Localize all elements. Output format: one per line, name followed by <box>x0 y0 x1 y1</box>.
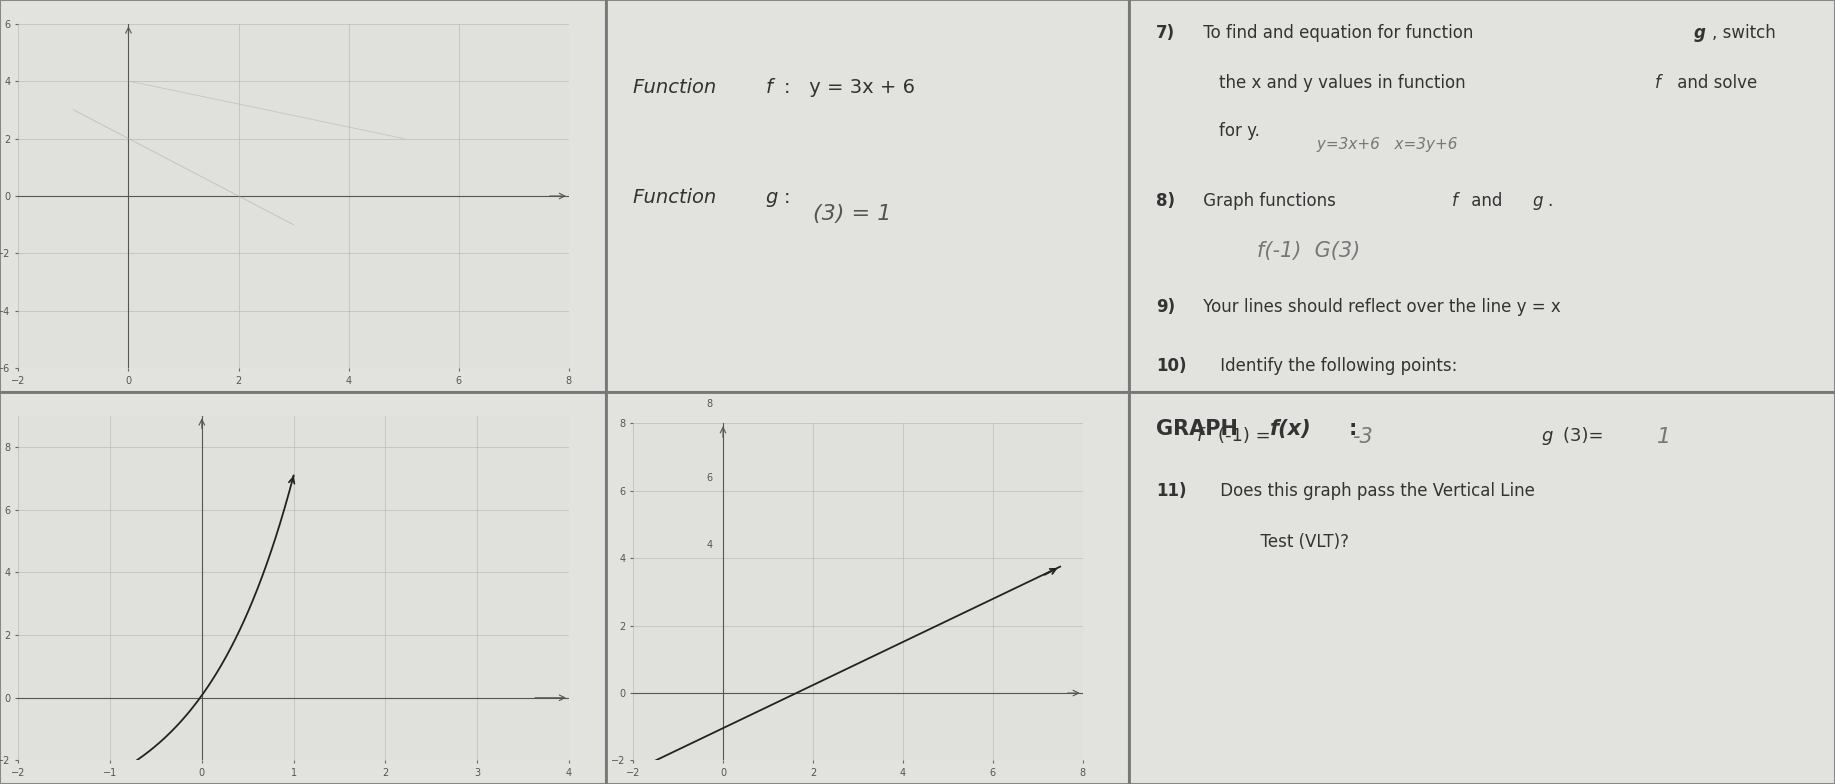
Text: , switch: , switch <box>1712 24 1776 42</box>
Text: :   y = 3x + 6: : y = 3x + 6 <box>784 78 914 97</box>
Text: f: f <box>765 78 773 97</box>
Text: (3)=: (3)= <box>1563 427 1609 445</box>
Bar <box>606 392 1129 784</box>
Text: 1: 1 <box>1657 427 1672 448</box>
Text: :: : <box>1349 419 1358 440</box>
Text: Test (VLT)?: Test (VLT)? <box>1229 533 1349 551</box>
Text: 10): 10) <box>1156 357 1187 375</box>
Text: f(-1)  G(3): f(-1) G(3) <box>1257 241 1360 261</box>
Text: f: f <box>1655 74 1661 93</box>
Text: g: g <box>1532 192 1543 210</box>
Text: 7): 7) <box>1156 24 1174 42</box>
Text: f: f <box>1196 427 1202 445</box>
Text: g: g <box>1694 24 1705 42</box>
Text: :: : <box>784 188 802 207</box>
Text: g: g <box>765 188 778 207</box>
Text: for y.: for y. <box>1198 122 1261 140</box>
Text: f(x): f(x) <box>1270 419 1312 440</box>
Bar <box>1129 0 1835 392</box>
Bar <box>0 0 606 392</box>
Text: (-1) =: (-1) = <box>1218 427 1277 445</box>
Text: (3) = 1: (3) = 1 <box>813 204 892 224</box>
Text: 11): 11) <box>1156 482 1187 500</box>
Text: g: g <box>1541 427 1552 445</box>
Text: Graph functions: Graph functions <box>1198 192 1341 210</box>
Text: 8): 8) <box>1156 192 1174 210</box>
Text: Does this graph pass the Vertical Line: Does this graph pass the Vertical Line <box>1215 482 1534 500</box>
Text: Identify the following points:: Identify the following points: <box>1215 357 1457 375</box>
Text: Your lines should reflect over the line y = x: Your lines should reflect over the line … <box>1198 298 1562 316</box>
Text: Function: Function <box>633 78 723 97</box>
Text: f: f <box>1451 192 1457 210</box>
Bar <box>606 0 1129 392</box>
Text: To find and equation for function: To find and equation for function <box>1198 24 1479 42</box>
Text: y=3x+6   x=3y+6: y=3x+6 x=3y+6 <box>1312 137 1457 152</box>
Text: 9): 9) <box>1156 298 1174 316</box>
Text: and solve: and solve <box>1672 74 1756 93</box>
Text: -3: -3 <box>1352 427 1373 448</box>
Text: .: . <box>1547 192 1552 210</box>
Text: GRAPH: GRAPH <box>1156 419 1246 440</box>
Bar <box>0 392 606 784</box>
Bar <box>1129 392 1835 784</box>
Text: and: and <box>1466 192 1508 210</box>
Text: Function: Function <box>633 188 723 207</box>
Text: the x and y values in function: the x and y values in function <box>1198 74 1472 93</box>
